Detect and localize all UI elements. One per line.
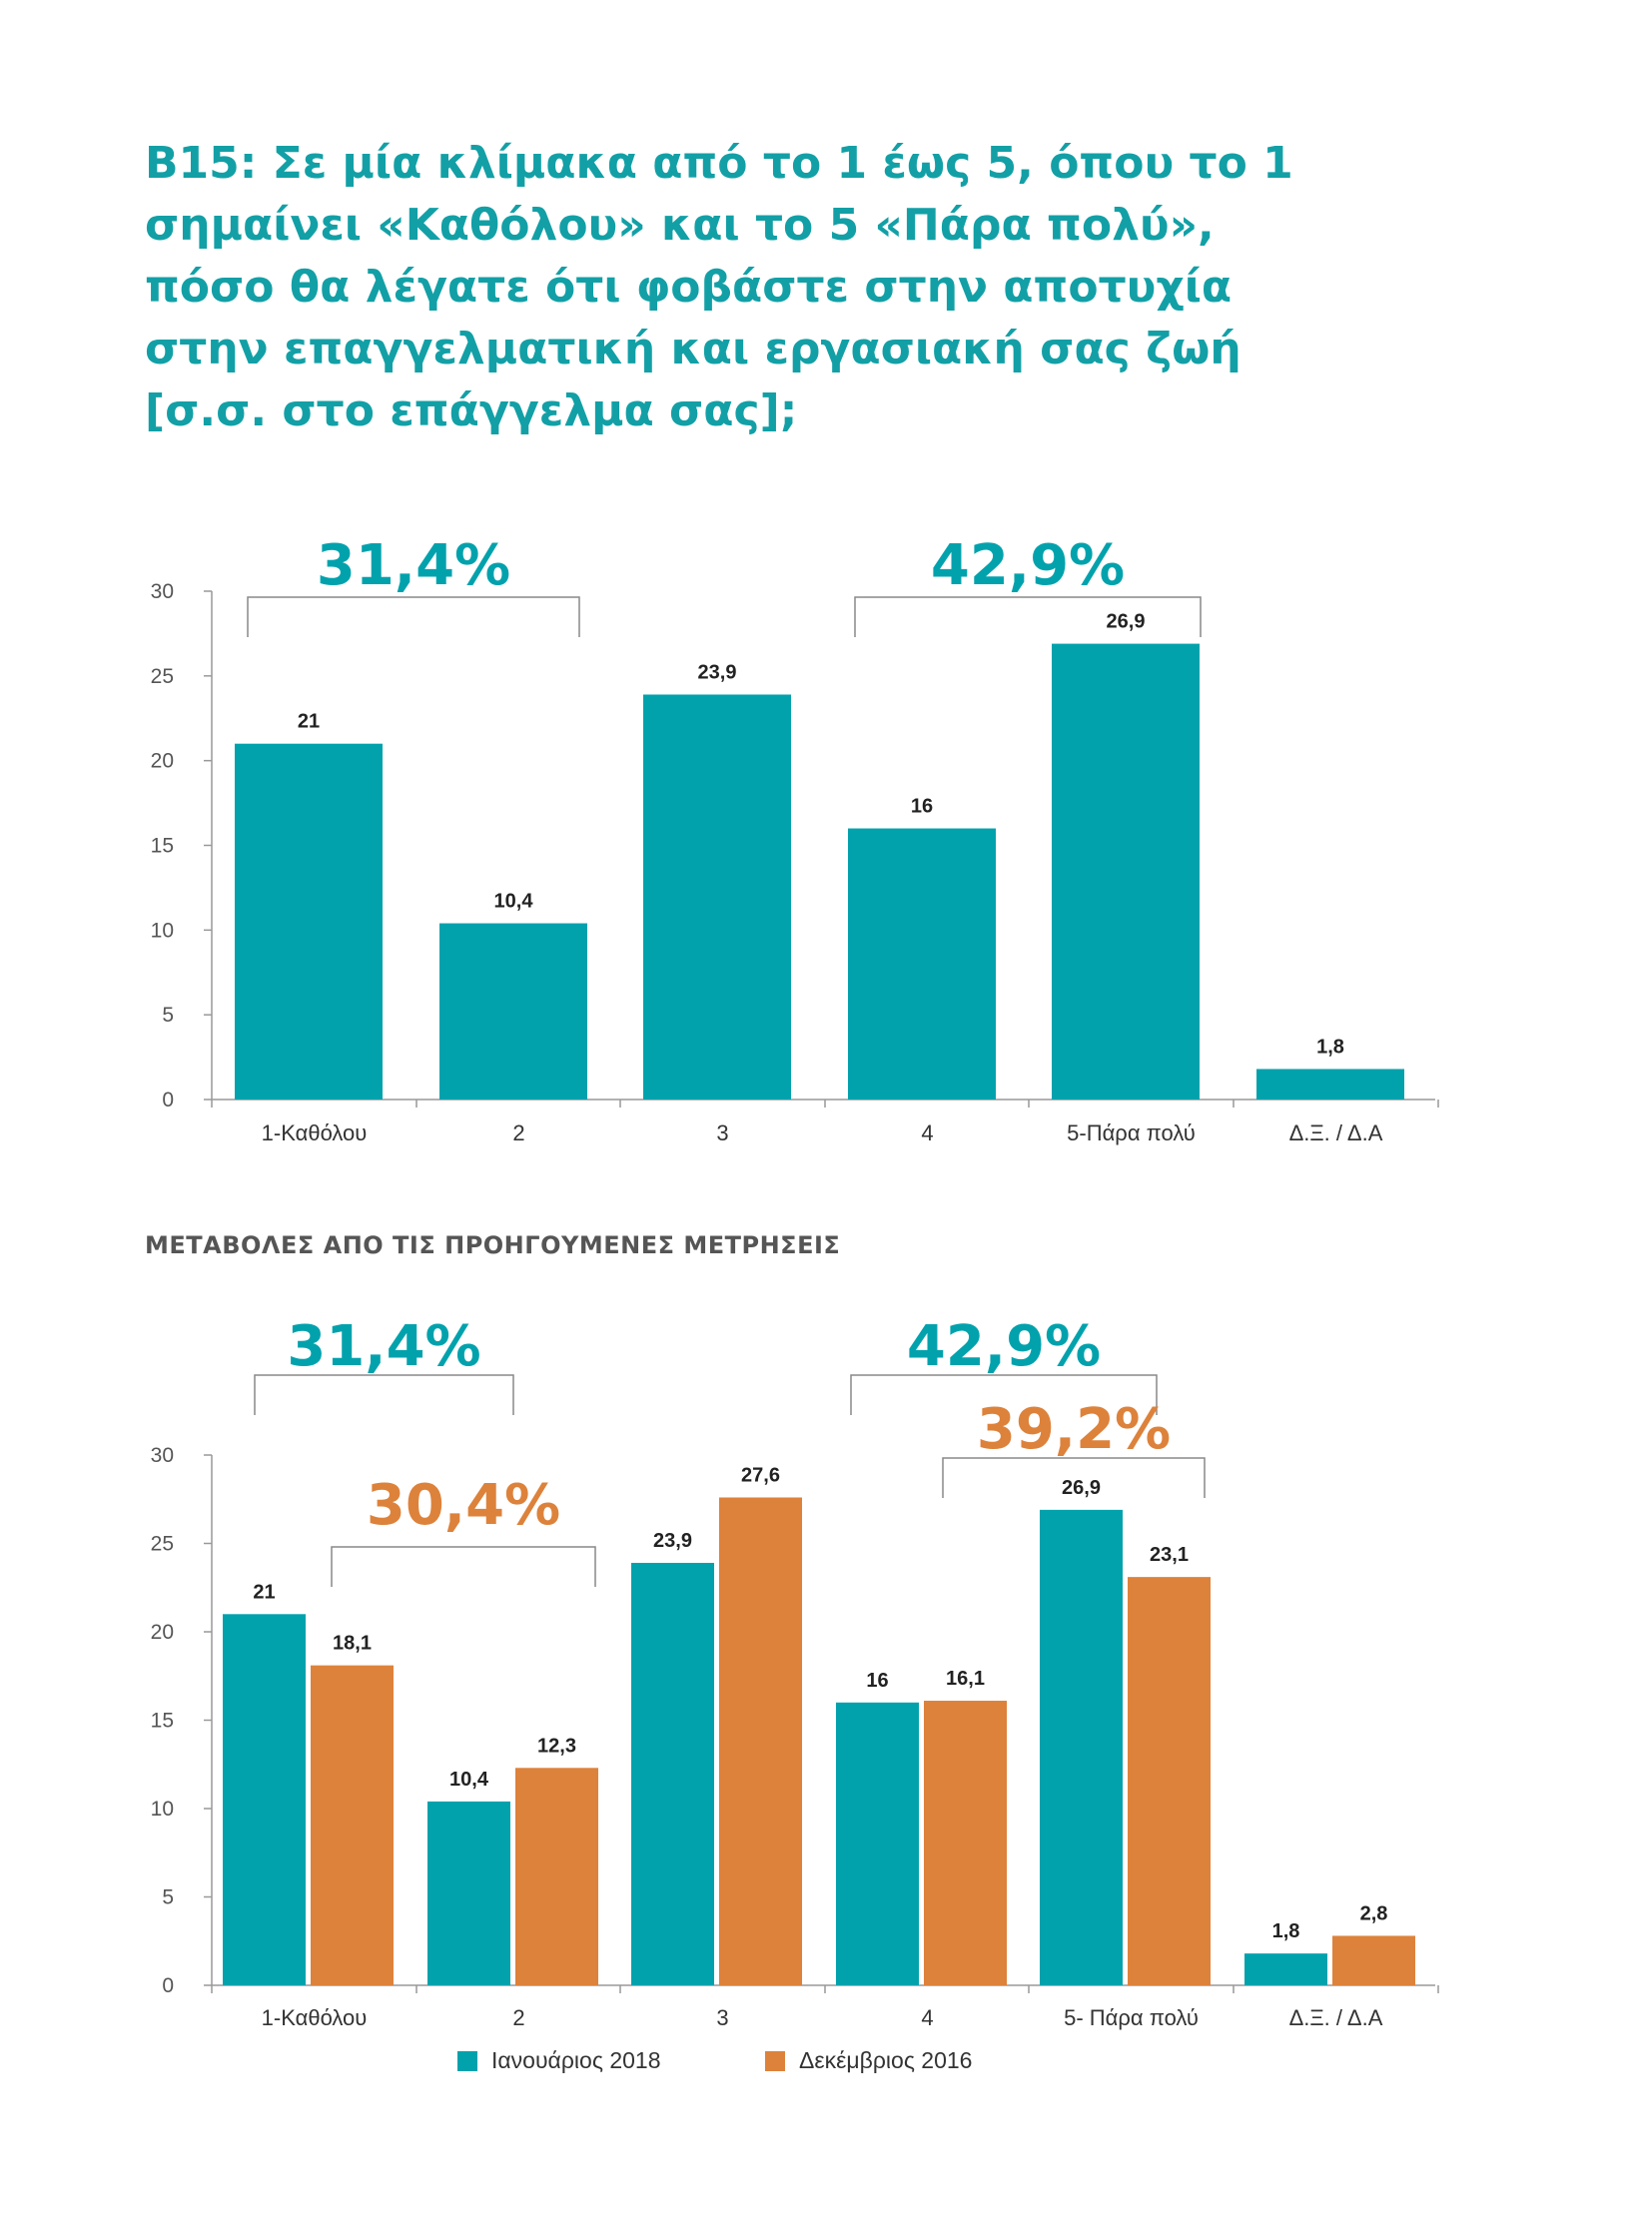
- bar-value-label: 1,8: [1316, 1036, 1344, 1058]
- bar-value-label: 23,1: [1150, 1544, 1189, 1566]
- legend-swatch-2016: [765, 2050, 785, 2071]
- bar-value-label: 21: [298, 711, 320, 733]
- annotation-bracket: [247, 596, 580, 637]
- bar-series-2: [1128, 1577, 1211, 1985]
- annotation-percent: 31,4%: [287, 1314, 480, 1379]
- y-tick-label: 10: [151, 919, 174, 942]
- y-tick-label: 20: [151, 1621, 174, 1644]
- bar-value-label: 21: [253, 1581, 275, 1603]
- annotation-bracket: [850, 1374, 1158, 1415]
- changes-section-title: ΜΕΤΑΒΟΛΕΣ ΑΠΟ ΤΙΣ ΠΡΟΗΓΟΥΜΕΝΕΣ ΜΕΤΡΗΣΕΙΣ: [145, 1231, 841, 1259]
- bar-value-label: 18,1: [333, 1633, 372, 1655]
- annotation-bracket: [254, 1374, 514, 1415]
- legend-label-2016: Δεκέμβριος 2016: [799, 2047, 973, 2073]
- bar-series-2: [311, 1665, 394, 1985]
- bar-series-2: [924, 1701, 1007, 1985]
- annotation-bracket: [942, 1457, 1206, 1498]
- annotation-percent: 39,2%: [977, 1397, 1171, 1462]
- category-label: Δ.Ξ. / Δ.Α: [1289, 2005, 1383, 2030]
- category-label: 2: [512, 1120, 524, 1145]
- y-tick-label: 5: [162, 1004, 174, 1027]
- bar-series-2: [515, 1768, 598, 1985]
- category-label: 4: [921, 1120, 933, 1145]
- legend-label-2018: Ιανουάριος 2018: [491, 2047, 661, 2073]
- bar-value-label: 23,9: [698, 661, 737, 683]
- bar-series-1: [1256, 1069, 1404, 1100]
- legend-item-2016: Δεκέμβριος 2016: [765, 2047, 972, 2074]
- bar-series-1: [439, 923, 587, 1100]
- bar-value-label: 2,8: [1360, 1902, 1388, 1924]
- bar-series-1: [427, 1801, 510, 1985]
- annotation-percent: 42,9%: [931, 533, 1125, 598]
- category-label: 3: [716, 2005, 728, 2030]
- bar-series-1: [1244, 1953, 1327, 1985]
- bar-series-1: [643, 694, 791, 1100]
- category-label: 2: [512, 2005, 524, 2030]
- annotation-bracket: [331, 1546, 596, 1587]
- category-label: 4: [921, 2005, 933, 2030]
- bar-value-label: 10,4: [494, 891, 534, 913]
- category-label: 1-Καθόλου: [262, 2005, 368, 2030]
- bar-series-1: [235, 743, 383, 1100]
- y-tick-label: 0: [162, 1974, 174, 1997]
- bar-value-label: 16: [866, 1670, 888, 1692]
- category-label: 5-Πάρα πολύ: [1067, 1120, 1196, 1145]
- y-tick-label: 0: [162, 1089, 174, 1111]
- category-label: 3: [716, 1120, 728, 1145]
- bar-value-label: 23,9: [653, 1530, 692, 1552]
- bar-value-label: 26,9: [1062, 1477, 1101, 1499]
- bar-series-2: [1332, 1935, 1415, 1985]
- y-tick-label: 25: [151, 1533, 174, 1556]
- y-tick-label: 30: [151, 580, 174, 603]
- legend-item-2018: Ιανουάριος 2018: [457, 2047, 660, 2074]
- bar-value-label: 10,4: [449, 1769, 489, 1791]
- question-title: B15: Σε μία κλίμακα από το 1 έως 5, όπου…: [145, 138, 1293, 436]
- legend-swatch-2018: [457, 2050, 477, 2071]
- y-tick-label: 30: [151, 1444, 174, 1467]
- bar-series-1: [1052, 643, 1200, 1100]
- bar-value-label: 16: [911, 796, 933, 818]
- y-tick-label: 15: [151, 835, 174, 858]
- bar-value-label: 26,9: [1107, 611, 1146, 633]
- bar-series-1: [631, 1562, 714, 1985]
- bar-series-1: [223, 1614, 306, 1985]
- chart-overall: 0 5 10 15 20 25 30 1-Καθόλου 2 3 4 5-Πάρα πολύ Δ.Ξ. …: [151, 533, 1439, 1145]
- annotation-bracket: [854, 596, 1202, 637]
- bar-value-label: 16,1: [946, 1668, 985, 1690]
- category-label: Δ.Ξ. / Δ.Α: [1289, 1120, 1383, 1145]
- annotation-percent: 30,4%: [367, 1473, 560, 1538]
- bar-series-2: [719, 1497, 802, 1985]
- annotation-percent: 31,4%: [317, 533, 510, 598]
- y-tick-label: 20: [151, 750, 174, 773]
- bar-value-label: 12,3: [537, 1735, 576, 1757]
- y-tick-label: 15: [151, 1710, 174, 1733]
- category-label: 1-Καθόλου: [262, 1120, 368, 1145]
- annotation-percent: 42,9%: [907, 1314, 1101, 1379]
- y-tick-label: 10: [151, 1798, 174, 1821]
- category-label: 5- Πάρα πολύ: [1064, 2005, 1199, 2030]
- bar-series-1: [848, 828, 996, 1100]
- y-tick-label: 5: [162, 1886, 174, 1909]
- bar-value-label: 1,8: [1272, 1920, 1300, 1942]
- bar-series-1: [836, 1702, 919, 1985]
- y-tick-label: 25: [151, 665, 174, 688]
- bar-series-1: [1040, 1509, 1123, 1985]
- bar-value-label: 27,6: [741, 1464, 780, 1486]
